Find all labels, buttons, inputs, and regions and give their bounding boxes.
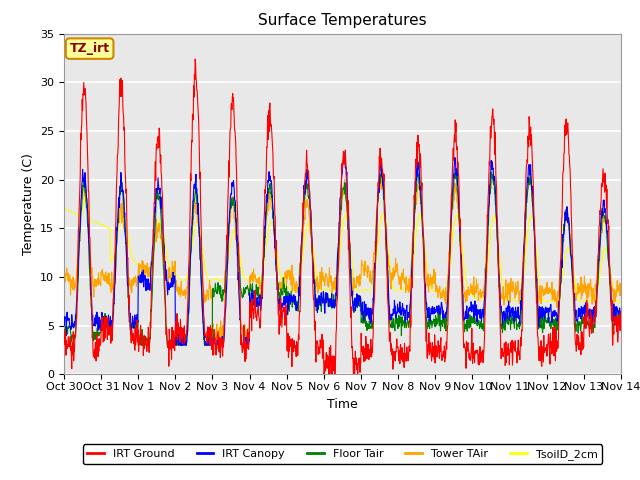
Tower TAir bbox=[617, 292, 625, 298]
Floor Tair bbox=[617, 319, 625, 324]
Floor Tair bbox=[246, 281, 254, 287]
Tower TAir bbox=[490, 168, 497, 173]
IRT Canopy bbox=[340, 149, 348, 155]
TsoilD_2cm bbox=[429, 288, 437, 294]
Tower TAir bbox=[552, 291, 559, 297]
IRT Ground bbox=[191, 56, 199, 62]
IRT Canopy bbox=[170, 275, 178, 281]
IRT Canopy bbox=[552, 312, 559, 318]
Tower TAir bbox=[429, 276, 437, 282]
IRT Canopy bbox=[502, 305, 510, 311]
Text: TZ_irt: TZ_irt bbox=[70, 42, 109, 55]
Floor Tair bbox=[134, 342, 142, 348]
Tower TAir bbox=[246, 273, 254, 279]
Title: Surface Temperatures: Surface Temperatures bbox=[258, 13, 427, 28]
Line: TsoilD_2cm: TsoilD_2cm bbox=[64, 197, 621, 302]
TsoilD_2cm bbox=[502, 297, 509, 303]
Y-axis label: Temperature (C): Temperature (C) bbox=[22, 153, 35, 255]
Floor Tair bbox=[378, 166, 385, 172]
Tower TAir bbox=[502, 294, 510, 300]
IRT Ground bbox=[184, 301, 191, 307]
Line: IRT Ground: IRT Ground bbox=[64, 59, 621, 374]
IRT Ground bbox=[60, 331, 68, 337]
IRT Canopy bbox=[617, 309, 625, 314]
TsoilD_2cm bbox=[171, 271, 179, 277]
IRT Canopy bbox=[60, 317, 68, 323]
Floor Tair bbox=[171, 335, 179, 341]
IRT Ground bbox=[552, 358, 559, 363]
IRT Ground bbox=[170, 335, 178, 341]
TsoilD_2cm bbox=[551, 299, 559, 305]
IRT Canopy bbox=[246, 297, 254, 303]
TsoilD_2cm bbox=[616, 300, 624, 305]
Line: IRT Canopy: IRT Canopy bbox=[64, 152, 621, 345]
Floor Tair bbox=[429, 316, 437, 322]
TsoilD_2cm bbox=[82, 194, 90, 200]
TsoilD_2cm bbox=[184, 269, 192, 275]
Floor Tair bbox=[60, 332, 68, 337]
Line: Floor Tair: Floor Tair bbox=[64, 169, 621, 345]
Floor Tair bbox=[502, 319, 510, 324]
Tower TAir bbox=[243, 339, 251, 345]
Tower TAir bbox=[184, 281, 191, 287]
IRT Canopy bbox=[429, 305, 437, 311]
IRT Ground bbox=[320, 372, 328, 377]
IRT Ground bbox=[246, 314, 254, 320]
TsoilD_2cm bbox=[617, 300, 625, 305]
Line: Tower TAir: Tower TAir bbox=[64, 170, 621, 342]
IRT Ground bbox=[502, 360, 510, 366]
TsoilD_2cm bbox=[60, 206, 68, 212]
X-axis label: Time: Time bbox=[327, 397, 358, 410]
Floor Tair bbox=[552, 321, 559, 326]
TsoilD_2cm bbox=[246, 276, 254, 282]
Tower TAir bbox=[60, 272, 68, 278]
Tower TAir bbox=[170, 271, 178, 276]
Floor Tair bbox=[184, 312, 192, 317]
IRT Canopy bbox=[184, 311, 192, 317]
IRT Ground bbox=[429, 348, 437, 354]
Legend: IRT Ground, IRT Canopy, Floor Tair, Tower TAir, TsoilD_2cm: IRT Ground, IRT Canopy, Floor Tair, Towe… bbox=[83, 444, 602, 464]
IRT Ground bbox=[617, 309, 625, 314]
IRT Canopy bbox=[172, 342, 180, 348]
